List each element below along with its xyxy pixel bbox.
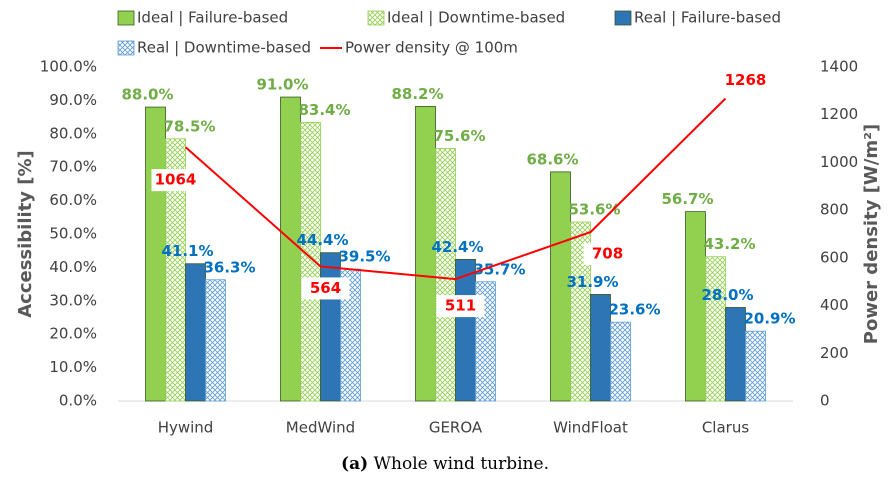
caption: (a) Whole wind turbine. — [341, 454, 549, 474]
bar — [185, 263, 206, 402]
value-label: 564 — [310, 279, 341, 297]
y2-tick-label: 1200 — [820, 105, 858, 123]
legend-swatch — [614, 10, 632, 26]
value-label: 83.4% — [298, 101, 350, 119]
value-label: 1268 — [725, 71, 767, 89]
label-box — [151, 169, 200, 192]
value-label: 35.7% — [473, 260, 525, 278]
y2-tick-label: 1400 — [820, 58, 858, 76]
bar — [300, 122, 321, 402]
x-tick-label: Hywind — [158, 419, 214, 437]
label-box — [583, 243, 632, 266]
y2-tick-label: 400 — [820, 296, 849, 314]
value-label: 31.9% — [566, 273, 618, 291]
caption-text: Whole wind turbine. — [374, 454, 549, 474]
caption-label: (a) — [341, 454, 368, 474]
value-label: 28.0% — [701, 286, 753, 304]
value-label: 56.7% — [661, 190, 713, 208]
y2-tick-label: 600 — [820, 248, 849, 266]
legend-label: Power density @ 100m — [345, 39, 518, 57]
value-label: 41.1% — [161, 242, 213, 260]
value-label: 23.6% — [608, 301, 660, 319]
y-tick-label: 90.0% — [49, 91, 97, 109]
y2-axis-title: Power density [W/m²] — [861, 124, 882, 344]
label-box — [301, 277, 350, 300]
x-tick-label: MedWind — [286, 419, 355, 437]
value-label: 75.6% — [433, 127, 485, 145]
bar — [205, 279, 226, 402]
value-label: 44.4% — [296, 231, 348, 249]
y2-tick-label: 200 — [820, 344, 849, 362]
value-label: 88.0% — [121, 86, 173, 104]
label-box — [721, 69, 770, 92]
legend-label: Real | Downtime-based — [137, 39, 311, 57]
label-box — [436, 295, 485, 318]
y2-tick-label: 1000 — [820, 153, 858, 171]
value-label: 68.6% — [526, 150, 578, 168]
x-tick-label: Clarus — [702, 419, 750, 437]
y-tick-label: 50.0% — [49, 225, 97, 243]
y-tick-label: 80.0% — [49, 124, 97, 142]
value-label: 20.9% — [743, 310, 795, 328]
y-tick-label: 100.0% — [40, 58, 97, 76]
y-tick-label: 30.0% — [49, 291, 97, 309]
line — [184, 97, 727, 281]
y-tick-label: 40.0% — [49, 258, 97, 276]
y-tick-label: 0.0% — [59, 392, 97, 410]
y-tick-label: 60.0% — [49, 191, 97, 209]
bar — [610, 321, 631, 402]
value-label: 39.5% — [338, 248, 390, 266]
y-tick-label: 70.0% — [49, 158, 97, 176]
value-label: 42.4% — [431, 238, 483, 256]
x-tick-label: WindFloat — [553, 419, 628, 437]
bar — [745, 330, 766, 402]
bar — [455, 258, 476, 402]
legend-label: Ideal | Downtime-based — [387, 9, 565, 27]
y2-tick-label: 800 — [820, 201, 849, 219]
value-label: 708 — [592, 245, 623, 263]
value-label: 43.2% — [703, 235, 755, 253]
y2-tick-label: 0 — [820, 392, 830, 410]
legend-label: Ideal | Failure-based — [137, 9, 288, 27]
value-label: 91.0% — [256, 76, 308, 94]
value-label: 88.2% — [391, 85, 443, 103]
bar — [435, 148, 456, 402]
legend-swatch — [367, 10, 385, 26]
bar — [320, 252, 341, 402]
bar — [705, 256, 726, 402]
value-label: 78.5% — [163, 117, 215, 135]
legend-swatch — [117, 10, 135, 26]
value-label: 1064 — [155, 171, 197, 189]
y-tick-label: 20.0% — [49, 325, 97, 343]
value-label: 36.3% — [203, 258, 255, 276]
y-tick-label: 10.0% — [49, 358, 97, 376]
y-axis-title: Accessibility [%] — [15, 150, 36, 318]
x-tick-label: GEROA — [429, 419, 483, 437]
legend-label: Real | Failure-based — [634, 9, 781, 27]
value-label: 511 — [445, 297, 476, 315]
legend-swatch — [117, 40, 135, 56]
